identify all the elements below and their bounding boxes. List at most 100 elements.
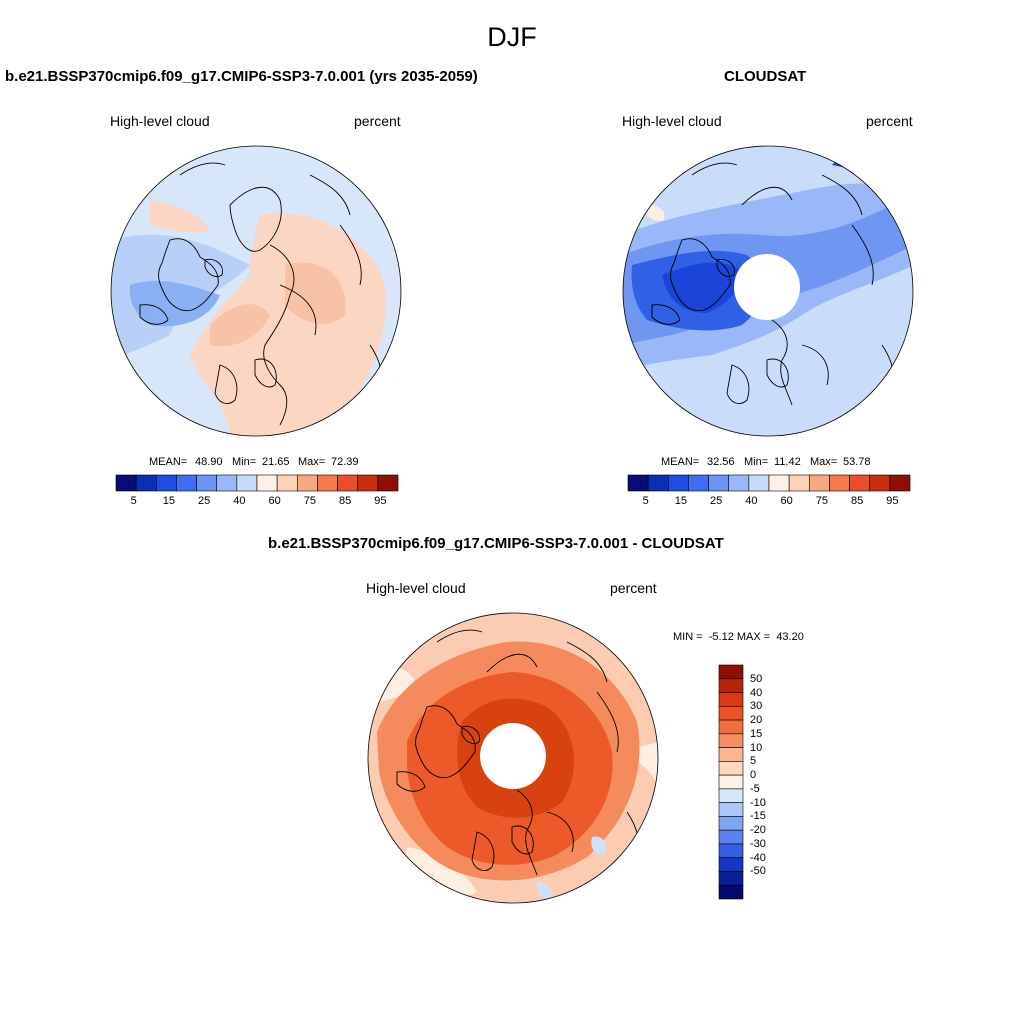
model-colorbar-swatch bbox=[317, 474, 338, 492]
diff-colorbar-tick-label: 10 bbox=[750, 741, 763, 754]
diff-field-blue-patch bbox=[591, 836, 607, 855]
diff-panel-title: b.e21.BSSP370cmip6.f09_g17.CMIP6-SSP3-7.… bbox=[268, 535, 724, 552]
model-colorbar-tick-label: 15 bbox=[162, 495, 175, 507]
model-colorbar-swatch bbox=[256, 474, 278, 492]
model-colorbar-tick-label: 5 bbox=[130, 495, 137, 507]
obs-polar-map bbox=[622, 145, 914, 437]
model-colorbar-swatch bbox=[216, 474, 238, 492]
diff-colorbar-tick-label: -5 bbox=[750, 782, 760, 795]
obs-colorbar-swatch bbox=[808, 474, 830, 492]
model-colorbar-swatch bbox=[196, 474, 218, 492]
diff-colorbar-swatch bbox=[718, 719, 744, 735]
obs-colorbar-swatch bbox=[869, 474, 891, 492]
obs-units-label: percent bbox=[866, 113, 913, 129]
obs-colorbar-tick-label: 95 bbox=[886, 495, 899, 507]
obs-colorbar-tick-label: 5 bbox=[642, 495, 649, 507]
diff-colorbar-swatch bbox=[718, 843, 744, 859]
diff-colorbar-swatch bbox=[718, 678, 744, 693]
obs-stats-min-label: Min= bbox=[744, 456, 769, 468]
model-field-blue-core bbox=[129, 280, 220, 327]
obs-field-darkest bbox=[662, 262, 741, 313]
obs-colorbar-swatch bbox=[889, 474, 911, 492]
obs-colorbar-swatch bbox=[688, 474, 709, 492]
diff-colorbar-swatch bbox=[718, 871, 744, 886]
diff-colorbar-swatch bbox=[718, 692, 744, 707]
diff-missing-pole bbox=[480, 723, 546, 789]
model-field-salmon-core bbox=[210, 304, 270, 347]
model-field-salmon-core-2 bbox=[285, 262, 346, 324]
diff-colorbar-swatch bbox=[718, 788, 744, 803]
obs-colorbar-swatch bbox=[667, 474, 689, 492]
obs-stats-min: 11.42 bbox=[774, 456, 801, 468]
diff-stats: MIN = -5.12 MAX = 43.20 bbox=[673, 631, 804, 643]
obs-colorbar-tick-label: 40 bbox=[745, 495, 758, 507]
diff-colorbar-swatch bbox=[718, 774, 744, 790]
obs-colorbar-tick-label: 15 bbox=[674, 495, 687, 507]
diff-polar-map bbox=[367, 612, 659, 904]
model-units-label: percent bbox=[354, 113, 401, 129]
diff-colorbar-tick-label: 15 bbox=[750, 727, 763, 740]
diff-colorbar-swatch bbox=[718, 802, 744, 817]
figure-title: DJF bbox=[487, 22, 537, 52]
diff-colorbar-tick-label: -30 bbox=[750, 837, 766, 850]
model-colorbar-swatch bbox=[337, 474, 359, 492]
model-colorbar-swatch bbox=[296, 474, 318, 492]
diff-colorbar-tick-label: 5 bbox=[750, 755, 757, 768]
obs-missing-pole bbox=[734, 254, 800, 320]
diff-colorbar-swatch bbox=[718, 705, 744, 721]
diff-colorbar-tick-label: -10 bbox=[750, 796, 766, 809]
obs-colorbar-ticks: 5 15 25 40 60 75 85 95 bbox=[628, 495, 910, 509]
obs-stats-mean: 32.56 bbox=[707, 456, 735, 468]
model-colorbar-tick-label: 85 bbox=[339, 495, 352, 507]
obs-colorbar-swatch bbox=[849, 474, 871, 492]
model-colorbar-tick-label: 40 bbox=[233, 495, 246, 507]
diff-colorbar-swatch bbox=[718, 884, 744, 900]
obs-variable-label: High-level cloud bbox=[622, 113, 722, 129]
diff-colorbar-swatch bbox=[718, 857, 744, 872]
diff-colorbar-swatch bbox=[718, 816, 744, 831]
obs-colorbar-tick-label: 25 bbox=[710, 495, 723, 507]
obs-colorbar-swatch bbox=[748, 474, 770, 492]
model-colorbar-tick-label: 75 bbox=[303, 495, 316, 507]
model-colorbar-ticks: 5 15 25 40 60 75 85 95 bbox=[116, 495, 398, 509]
diff-colorbar-tick-label: -50 bbox=[750, 865, 766, 878]
model-colorbar-tick-label: 25 bbox=[198, 495, 211, 507]
model-stats-min-label: Min= bbox=[232, 456, 257, 468]
diff-colorbar-swatch bbox=[718, 829, 744, 845]
obs-colorbar-tick-label: 75 bbox=[815, 495, 828, 507]
model-colorbar-swatch bbox=[357, 474, 379, 492]
model-colorbar-swatch bbox=[377, 474, 399, 492]
diff-colorbar-tick-label: 30 bbox=[750, 700, 763, 713]
model-stats-mean-label: MEAN= bbox=[149, 456, 188, 468]
model-coastlines bbox=[139, 162, 382, 426]
diff-variable-label: High-level cloud bbox=[366, 580, 466, 596]
diff-colorbar bbox=[718, 664, 744, 900]
obs-colorbar-swatch bbox=[728, 474, 750, 492]
model-colorbar-swatch bbox=[115, 474, 137, 492]
obs-colorbar-swatch bbox=[829, 474, 850, 492]
model-stats-mean: 48.90 bbox=[195, 456, 223, 468]
model-stats-min: 21.65 bbox=[262, 456, 290, 468]
model-colorbar-swatch bbox=[135, 474, 157, 492]
obs-colorbar-swatch bbox=[768, 474, 790, 492]
diff-field-blue-patch-2 bbox=[536, 881, 553, 901]
obs-panel-title: CLOUDSAT bbox=[724, 68, 807, 85]
model-colorbar-swatch bbox=[155, 474, 177, 492]
diff-colorbar-tick-label: 50 bbox=[750, 672, 763, 685]
diff-colorbar-swatch bbox=[718, 747, 744, 762]
model-field-salmon-west bbox=[150, 200, 210, 233]
obs-stats-mean-label: MEAN= bbox=[661, 456, 700, 468]
model-colorbar-swatch bbox=[276, 474, 298, 492]
obs-colorbar-tick-label: 85 bbox=[851, 495, 864, 507]
obs-stats-max: 53.78 bbox=[843, 456, 871, 468]
diff-colorbar-swatch bbox=[718, 733, 744, 748]
diff-units-label: percent bbox=[610, 580, 657, 596]
diff-colorbar-tick-label: 0 bbox=[750, 769, 757, 782]
model-colorbar-tick-label: 95 bbox=[374, 495, 387, 507]
model-panel-title: b.e21.BSSP370cmip6.f09_g17.CMIP6-SSP3-7.… bbox=[5, 68, 478, 85]
obs-colorbar-swatch bbox=[647, 474, 669, 492]
obs-stats-max-label: Max= bbox=[810, 456, 838, 468]
obs-colorbar-swatch bbox=[627, 474, 649, 492]
model-colorbar-tick-label: 60 bbox=[268, 495, 281, 507]
diff-colorbar-tick-label: 20 bbox=[750, 714, 763, 727]
